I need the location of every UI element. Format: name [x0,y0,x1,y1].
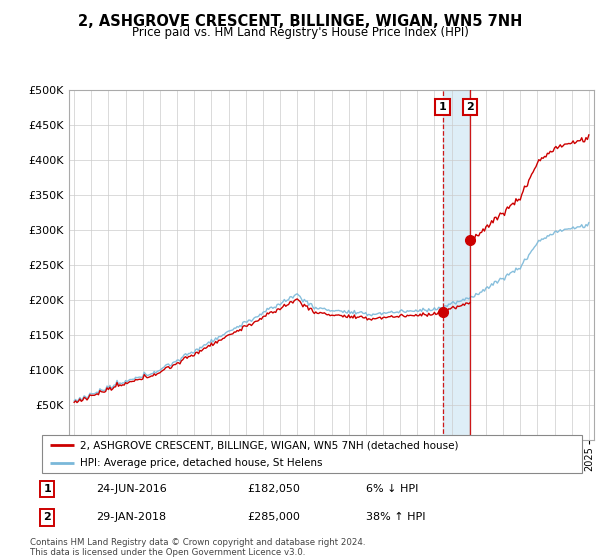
Text: HPI: Average price, detached house, St Helens: HPI: Average price, detached house, St H… [80,458,322,468]
Text: 2: 2 [44,512,51,522]
Text: Price paid vs. HM Land Registry's House Price Index (HPI): Price paid vs. HM Land Registry's House … [131,26,469,39]
Text: £182,050: £182,050 [247,484,300,494]
Bar [443,90,470,440]
Text: 29-JAN-2018: 29-JAN-2018 [96,512,166,522]
Text: 1: 1 [439,102,446,112]
Text: 24-JUN-2016: 24-JUN-2016 [96,484,167,494]
Text: 2, ASHGROVE CRESCENT, BILLINGE, WIGAN, WN5 7NH (detached house): 2, ASHGROVE CRESCENT, BILLINGE, WIGAN, W… [80,440,458,450]
Text: 38% ↑ HPI: 38% ↑ HPI [366,512,425,522]
Text: 1: 1 [44,484,51,494]
Text: Contains HM Land Registry data © Crown copyright and database right 2024.
This d: Contains HM Land Registry data © Crown c… [30,538,365,557]
Text: 2, ASHGROVE CRESCENT, BILLINGE, WIGAN, WN5 7NH: 2, ASHGROVE CRESCENT, BILLINGE, WIGAN, W… [78,14,522,29]
Text: £285,000: £285,000 [247,512,300,522]
FancyBboxPatch shape [42,435,582,473]
Text: 6% ↓ HPI: 6% ↓ HPI [366,484,418,494]
Text: 2: 2 [466,102,474,112]
